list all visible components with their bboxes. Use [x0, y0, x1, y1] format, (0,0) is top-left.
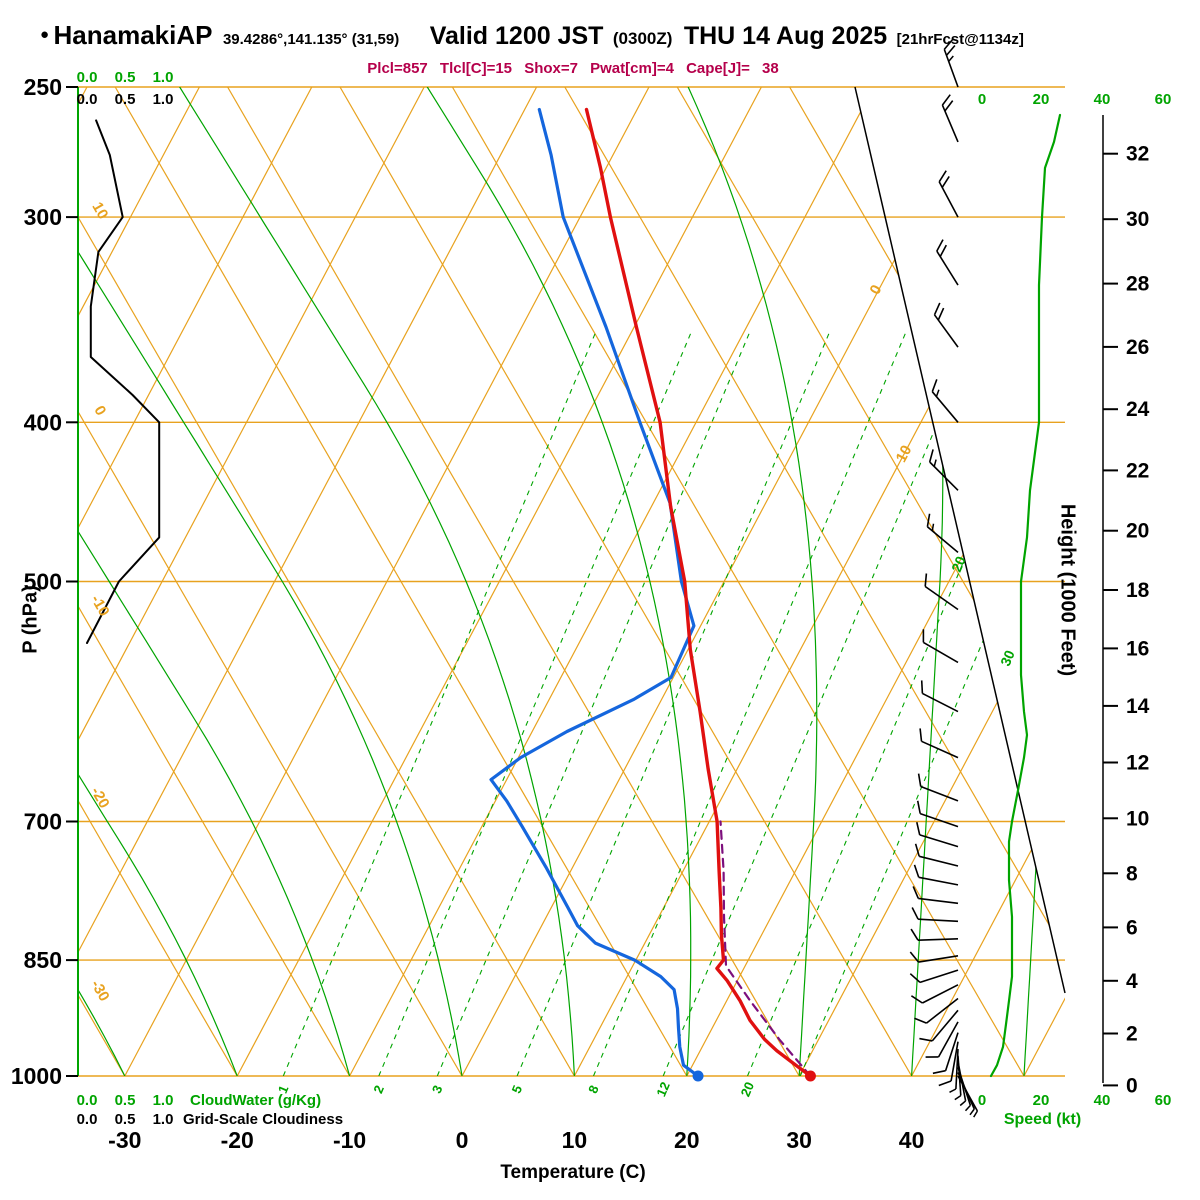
svg-text:10: 10	[893, 443, 916, 466]
svg-text:1.0: 1.0	[153, 91, 174, 108]
svg-text:700: 700	[24, 809, 62, 835]
svg-text:40: 40	[899, 1127, 925, 1153]
svg-text:20: 20	[948, 554, 969, 575]
svg-text:-20: -20	[221, 1127, 254, 1153]
svg-text:1.0: 1.0	[153, 1092, 174, 1109]
forecast-hour: [21hrFcst@1134z]	[896, 31, 1024, 48]
station-coordinates: 39.4286°,141.135° (31,59)	[222, 31, 400, 48]
valid-time: Valid 1200 JST	[429, 22, 604, 50]
svg-text:1.0: 1.0	[153, 69, 174, 86]
cloudiness-axis-label: Grid-Scale Cloudiness	[183, 1111, 344, 1128]
temperature-axis-label: Temperature (C)	[500, 1162, 646, 1183]
svg-text:32: 32	[1126, 143, 1149, 166]
svg-text:0: 0	[978, 91, 986, 108]
svg-text:8: 8	[585, 1083, 602, 1096]
svg-text:0.0: 0.0	[77, 1092, 98, 1109]
svg-text:18: 18	[1126, 579, 1150, 602]
svg-text:3: 3	[429, 1083, 446, 1096]
speed-axis-label: Speed (kt)	[1003, 1111, 1082, 1128]
svg-text:12: 12	[1126, 752, 1149, 775]
svg-text:16: 16	[1126, 637, 1149, 660]
svg-text:250: 250	[24, 74, 62, 100]
svg-text:-10: -10	[333, 1127, 366, 1153]
svg-text:-30: -30	[87, 977, 113, 1004]
svg-text:30: 30	[997, 648, 1018, 669]
svg-text:20: 20	[674, 1127, 700, 1153]
svg-text:20: 20	[1126, 520, 1149, 543]
svg-text:-10: -10	[87, 592, 113, 619]
svg-text:1.0: 1.0	[153, 1111, 174, 1128]
svg-text:10: 10	[1126, 807, 1149, 830]
svg-text:12: 12	[653, 1080, 672, 1099]
svg-text:20: 20	[738, 1080, 757, 1099]
svg-text:24: 24	[1126, 398, 1150, 421]
svg-text:14: 14	[1126, 695, 1150, 718]
svg-text:500: 500	[24, 569, 62, 595]
svg-text:28: 28	[1126, 273, 1150, 296]
valid-date: THU 14 Aug 2025	[683, 22, 888, 50]
station-bullet-icon: ●	[40, 26, 50, 43]
svg-text:-30: -30	[108, 1127, 141, 1153]
svg-text:0: 0	[1126, 1074, 1138, 1097]
svg-text:30: 30	[1126, 208, 1149, 231]
svg-text:5: 5	[509, 1083, 526, 1096]
sounding-indices: Plcl=857 Tlcl[C]=15 Shox=7 Pwat[cm]=4 Ca…	[367, 60, 779, 77]
pressure-axis-label: P (hPa)	[19, 585, 42, 654]
svg-text:60: 60	[1155, 91, 1172, 108]
svg-text:10: 10	[88, 199, 111, 222]
svg-text:0.5: 0.5	[115, 69, 136, 86]
valid-time-utc: (0300Z)	[612, 29, 673, 48]
svg-text:0.5: 0.5	[115, 91, 136, 108]
svg-text:4: 4	[1126, 970, 1138, 993]
svg-text:60: 60	[1155, 1092, 1172, 1109]
svg-text:300: 300	[24, 204, 62, 230]
cloudwater-axis-label: CloudWater (g/Kg)	[190, 1092, 322, 1109]
svg-text:0.0: 0.0	[77, 69, 98, 86]
svg-text:0: 0	[867, 282, 886, 297]
svg-text:0.5: 0.5	[115, 1092, 136, 1109]
svg-text:6: 6	[1126, 916, 1138, 939]
svg-text:40: 40	[1094, 91, 1111, 108]
svg-text:2: 2	[1126, 1022, 1138, 1045]
svg-text:22: 22	[1126, 459, 1149, 482]
svg-text:0.0: 0.0	[77, 91, 98, 108]
svg-text:0: 0	[90, 403, 109, 419]
svg-text:2: 2	[370, 1083, 387, 1096]
svg-text:1000: 1000	[11, 1063, 62, 1089]
height-axis-label: Height (1000 Feet)	[1056, 503, 1079, 677]
svg-text:850: 850	[24, 947, 62, 973]
svg-text:400: 400	[24, 409, 62, 435]
svg-text:40: 40	[1094, 1092, 1111, 1109]
chart-title: ● HanamakiAP 39.4286°,141.135° (31,59) V…	[40, 20, 1024, 51]
svg-text:0.0: 0.0	[77, 1111, 98, 1128]
svg-text:8: 8	[1126, 862, 1138, 885]
svg-text:10: 10	[562, 1127, 588, 1153]
svg-text:0: 0	[978, 1092, 986, 1109]
station-name: HanamakiAP	[53, 20, 213, 50]
svg-text:20: 20	[1033, 1092, 1050, 1109]
svg-text:20: 20	[1033, 91, 1050, 108]
svg-text:30: 30	[786, 1127, 812, 1153]
svg-text:-20: -20	[87, 784, 113, 811]
svg-text:26: 26	[1126, 336, 1149, 359]
svg-text:0: 0	[456, 1127, 469, 1153]
svg-text:0.5: 0.5	[115, 1111, 136, 1128]
